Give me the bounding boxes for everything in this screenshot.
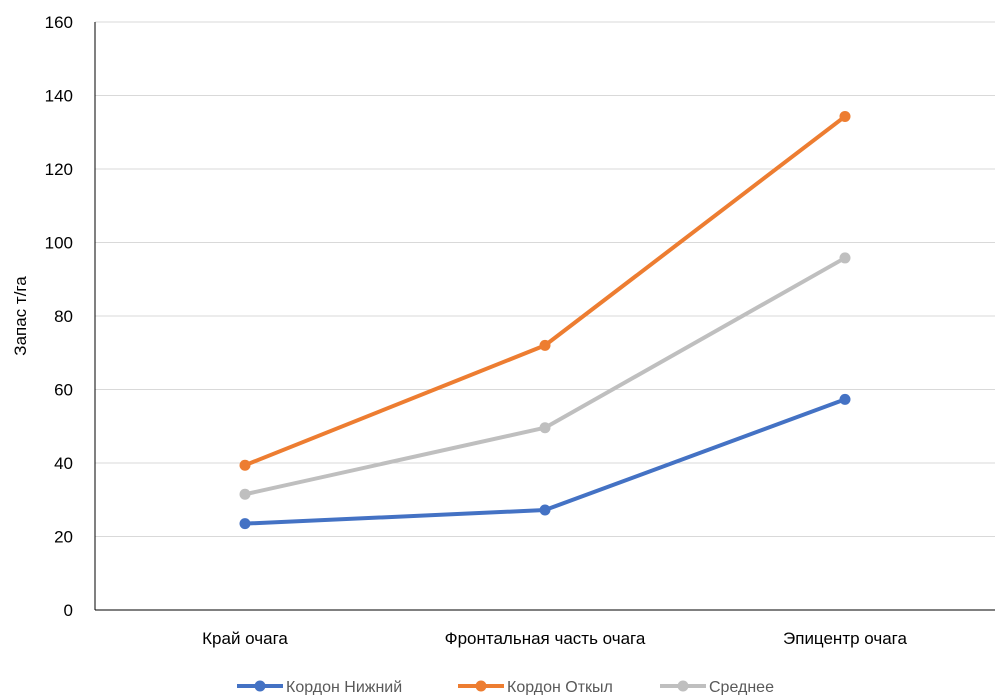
series-2 [239, 110, 851, 471]
data-point [539, 422, 551, 434]
y-axis-ticks: 0 20 40 60 80 100 120 140 160 [45, 13, 73, 620]
legend-swatch-marker [254, 680, 266, 692]
y-tick-label: 80 [54, 307, 73, 326]
legend-label: Кордон Нижний [286, 679, 402, 695]
y-tick-label: 0 [64, 601, 73, 620]
data-point [839, 252, 851, 264]
series-3 [239, 252, 851, 500]
x-tick-label: Эпицентр очага [783, 629, 907, 648]
data-point [539, 504, 551, 516]
data-point [539, 339, 551, 351]
series-group [239, 110, 851, 530]
legend-swatch-marker [677, 680, 689, 692]
data-point [839, 393, 851, 405]
data-point [239, 518, 251, 530]
y-tick-label: 140 [45, 87, 73, 106]
legend-swatch-marker [475, 680, 487, 692]
x-tick-label: Край очага [202, 629, 288, 648]
y-tick-label: 60 [54, 381, 73, 400]
x-axis-ticks: Край очага Фронтальная часть очага Эпицент… [202, 629, 907, 648]
data-point [839, 110, 851, 122]
y-tick-label: 100 [45, 234, 73, 253]
data-point [239, 488, 251, 500]
y-tick-label: 40 [54, 454, 73, 473]
legend: Кордон Нижний Кордон Откыл Среднее [237, 679, 774, 695]
series-line [243, 255, 847, 497]
gridlines [95, 21, 995, 537]
series-1 [239, 393, 851, 530]
y-axis-title: Запас т/га [11, 276, 30, 356]
y-tick-label: 160 [45, 13, 73, 32]
legend-item: Кордон Откыл [458, 679, 613, 695]
legend-item: Кордон Нижний [237, 679, 402, 695]
y-tick-label: 120 [45, 160, 73, 179]
data-point [239, 459, 251, 471]
legend-label: Кордон Откыл [507, 679, 613, 695]
legend-item: Среднее [660, 679, 774, 695]
legend-label: Среднее [709, 679, 774, 695]
y-tick-label: 20 [54, 528, 73, 547]
x-tick-label: Фронтальная часть очага [445, 629, 646, 648]
